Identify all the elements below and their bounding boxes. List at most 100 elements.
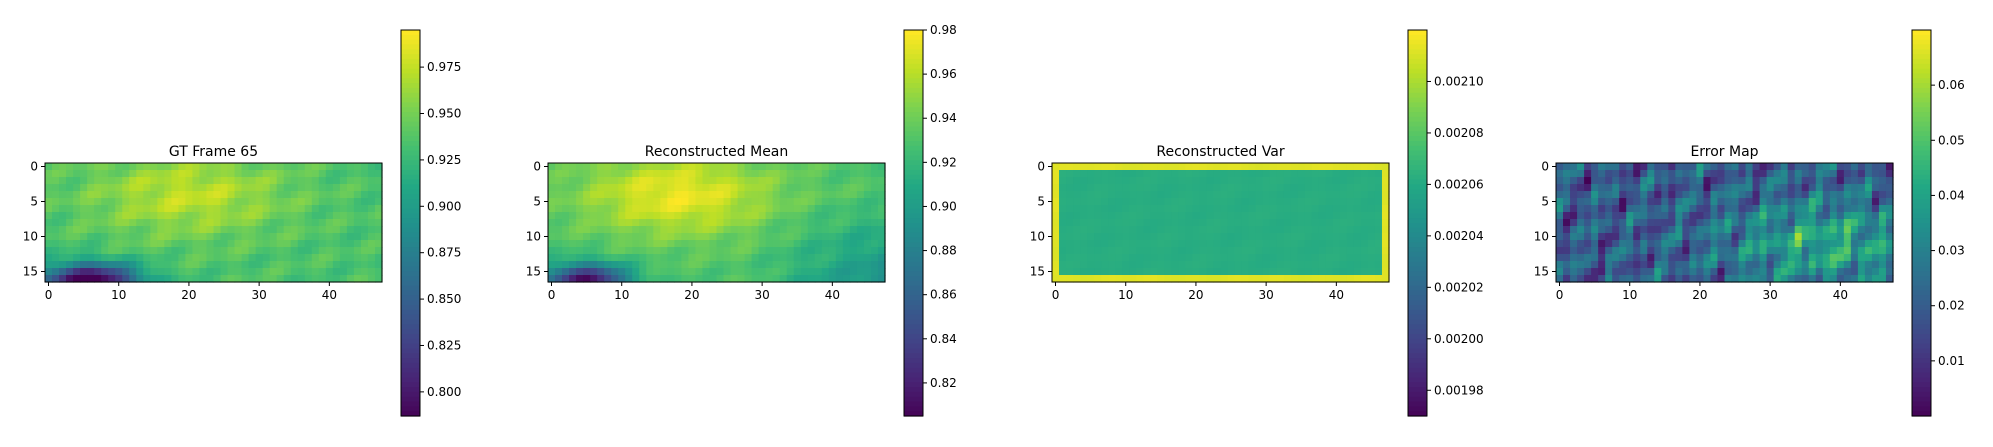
heatmap-cell [73, 247, 81, 255]
heatmap-cell [1724, 226, 1733, 234]
colorbar-segment [1408, 107, 1427, 113]
heatmap-cell [639, 184, 647, 192]
heatmap-cell [1248, 170, 1257, 178]
colorbar-segment [1912, 387, 1931, 393]
heatmap-cell [339, 219, 348, 227]
heatmap-cell [1878, 184, 1887, 192]
heatmap-cell [1283, 177, 1292, 185]
heatmap-cell [1108, 226, 1116, 234]
heatmap-cell [157, 275, 165, 283]
heatmap-cell [1143, 268, 1151, 276]
heatmap-cell [667, 233, 675, 241]
heatmap-cell [702, 254, 711, 262]
heatmap-cell [1283, 233, 1292, 241]
heatmap-cell [877, 254, 886, 262]
heatmap-cell [737, 254, 746, 262]
heatmap-cell [269, 247, 278, 255]
heatmap-cell [269, 275, 278, 283]
heatmap-cell [1241, 184, 1250, 192]
heatmap-cell [1668, 261, 1676, 269]
heatmap-cell [1122, 163, 1130, 171]
heatmap-cell [765, 212, 774, 220]
colorbar-segment [904, 314, 923, 321]
heatmap-cell [1157, 233, 1165, 241]
colorbar-tick-label: 0.02 [1938, 299, 1965, 313]
heatmap-cell [1262, 268, 1271, 276]
heatmap-cell [325, 205, 334, 213]
colorbar-segment [1912, 223, 1931, 229]
heatmap-cell [1619, 233, 1627, 241]
heatmap-cell [1129, 163, 1137, 171]
heatmap-cell [632, 177, 640, 185]
heatmap-cell [269, 219, 278, 227]
heatmap-cell [835, 205, 844, 213]
colorbar-segment [401, 411, 420, 417]
heatmap-cell [1619, 247, 1627, 255]
heatmap-cell [1332, 268, 1341, 276]
heatmap-cell [646, 275, 654, 283]
heatmap-cell [1773, 205, 1782, 213]
heatmap-cell [555, 177, 563, 185]
colorbar-segment [1912, 179, 1931, 185]
colorbar-segment [1408, 232, 1427, 239]
colorbar-segment [401, 271, 420, 277]
heatmap-cell [1108, 163, 1116, 171]
heatmap-cell [1157, 170, 1165, 178]
heatmap-cell [1724, 261, 1733, 269]
heatmap-cell [1787, 247, 1796, 255]
heatmap-cell [1332, 191, 1341, 199]
heatmap-cell [1192, 254, 1201, 262]
heatmap-cell [94, 177, 102, 185]
heatmap-cell [751, 254, 760, 262]
heatmap-cell [52, 219, 60, 227]
heatmap-cell [304, 177, 313, 185]
colorbar-segment [1408, 411, 1427, 417]
heatmap-cell [1745, 163, 1754, 171]
heatmap-cell [751, 275, 760, 283]
heatmap-cell [695, 170, 704, 178]
heatmap-cell [786, 212, 795, 220]
heatmap-cell [800, 170, 809, 178]
heatmap-cell [1591, 247, 1599, 255]
heatmap-cell [1759, 205, 1768, 213]
heatmap-cell [1829, 261, 1838, 269]
heatmap-cell [1164, 233, 1172, 241]
heatmap-cell [276, 261, 285, 269]
heatmap-cell [73, 212, 81, 220]
colorbar-segment [1408, 203, 1427, 210]
colorbar-segment [904, 92, 923, 99]
heatmap-cell [59, 219, 67, 227]
heatmap-cell [590, 212, 598, 220]
heatmap-cell [1675, 184, 1683, 192]
colorbar-segment [904, 136, 923, 142]
heatmap-cell [1738, 198, 1747, 206]
heatmap-cell [849, 254, 858, 262]
heatmap-cell [1885, 212, 1894, 220]
heatmap-cells [1052, 163, 1390, 283]
heatmap-cell [297, 205, 306, 213]
heatmap-cell [192, 226, 201, 234]
heatmap-cell [1640, 212, 1648, 220]
heatmap-cell [751, 198, 760, 206]
heatmap-cell [1759, 170, 1768, 178]
heatmap-cell [1150, 233, 1158, 241]
heatmap-cell [346, 219, 355, 227]
heatmap-cell [1185, 170, 1194, 178]
heatmap-cell [849, 177, 858, 185]
heatmap-cell [877, 163, 886, 171]
heatmap-cell [1318, 275, 1327, 283]
heatmap-cell [1339, 247, 1348, 255]
heatmap-cell [360, 268, 369, 276]
heatmap-cell [262, 177, 271, 185]
colorbar-segment [904, 382, 923, 388]
heatmap-cell [192, 247, 201, 255]
heatmap-cell [276, 163, 285, 171]
heatmap-cell [1234, 226, 1243, 234]
heatmap-cell [625, 198, 633, 206]
heatmap-cell [248, 184, 257, 192]
heatmap-cell [870, 191, 879, 199]
colorbar-segment [1408, 165, 1427, 171]
colorbar-segment [1912, 372, 1931, 378]
heatmap-cell [744, 163, 753, 171]
heatmap-cell [269, 205, 278, 213]
